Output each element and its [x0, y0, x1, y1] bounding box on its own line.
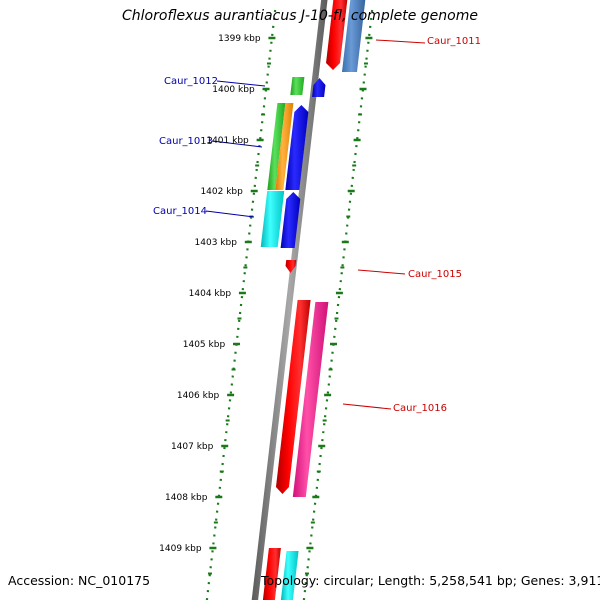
gene-caur-1014-b[interactable]: [280, 192, 301, 248]
kbp-label: 1402 kbp: [200, 187, 243, 197]
gene-caur-1015[interactable]: [285, 260, 297, 273]
leader-line: [357, 269, 406, 275]
gene-labels: Caur_1011 Caur_1012 Caur_1013 Caur_1014 …: [153, 36, 481, 414]
leader-line: [211, 140, 263, 148]
kbp-label: 1409 kbp: [159, 544, 202, 554]
leader-line: [375, 39, 426, 44]
topology-text: Topology: circular; Length: 5,258,541 bp…: [261, 573, 600, 588]
gene-caur-1013-a[interactable]: [267, 103, 286, 190]
kbp-ticks: [207, 36, 373, 575]
track-line: [213, 10, 281, 600]
track-line: [302, 9, 374, 600]
kbp-label: 1403 kbp: [195, 238, 238, 248]
gene-label-caur-1015[interactable]: Caur_1015: [408, 269, 462, 280]
genome-axis: [251, 0, 328, 600]
kbp-label: 1404 kbp: [189, 289, 232, 299]
leader-line: [205, 210, 255, 218]
kbp-label: 1407 kbp: [171, 442, 214, 452]
gene-label-leaders: [205, 39, 426, 410]
kbp-labels: 1399 kbp 1400 kbp 1401 kbp 1402 kbp 1403…: [159, 34, 261, 554]
gene-caur-1013-b[interactable]: [275, 103, 294, 190]
track-lines: [205, 9, 374, 600]
gene-caur-1012-a[interactable]: [290, 77, 305, 95]
gene-features: [260, 0, 366, 600]
leader-line: [342, 403, 392, 410]
gene-caur-1011-b[interactable]: [341, 0, 366, 72]
genome-title: Chloroflexus aurantiacus J-10-fl, comple…: [122, 8, 478, 24]
gene-caur-1011-a[interactable]: [326, 0, 348, 70]
kbp-label: 1406 kbp: [177, 391, 220, 401]
gene-caur-1014-a[interactable]: [260, 191, 285, 247]
gene-label-caur-1012[interactable]: Caur_1012: [164, 76, 218, 87]
gene-caur-1016-b[interactable]: [292, 302, 329, 497]
kbp-label: 1399 kbp: [218, 34, 261, 44]
gene-bottom-red[interactable]: [262, 548, 281, 600]
gene-caur-1012-b[interactable]: [312, 78, 326, 97]
leader-line: [216, 80, 266, 87]
gene-bottom-cyan[interactable]: [280, 551, 299, 600]
kbp-label: 1408 kbp: [165, 493, 208, 503]
kbp-label: 1405 kbp: [183, 340, 226, 350]
kbp-label: 1401 kbp: [206, 136, 249, 146]
gene-label-caur-1014[interactable]: Caur_1014: [153, 206, 207, 217]
gene-label-caur-1013[interactable]: Caur_1013: [159, 136, 213, 147]
gene-label-caur-1011[interactable]: Caur_1011: [427, 36, 481, 47]
accession-text: Accession: NC_010175: [8, 573, 151, 588]
gene-caur-1013-c[interactable]: [285, 105, 309, 190]
gene-label-caur-1016[interactable]: Caur_1016: [393, 403, 447, 414]
gene-caur-1016-a[interactable]: [275, 300, 311, 494]
kbp-label: 1400 kbp: [212, 85, 255, 95]
track-line: [205, 9, 277, 600]
